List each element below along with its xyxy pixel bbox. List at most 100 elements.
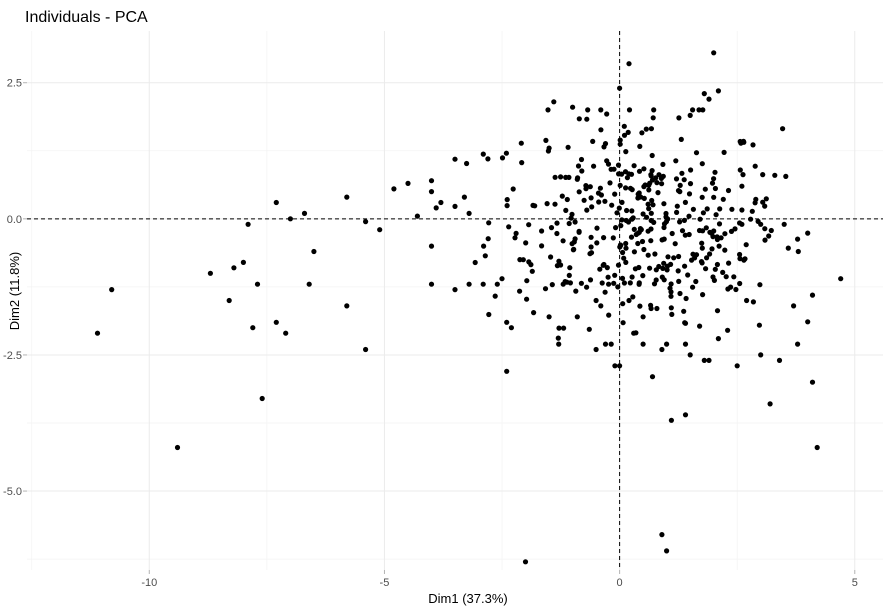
y-tick-label: 0.0 — [7, 214, 22, 226]
data-point — [578, 156, 585, 163]
data-point — [676, 278, 682, 284]
data-point — [701, 357, 707, 363]
data-point — [518, 140, 524, 146]
data-point — [758, 352, 764, 358]
data-point — [612, 191, 618, 197]
data-point — [668, 293, 674, 299]
data-point — [605, 274, 611, 280]
data-point — [631, 163, 637, 169]
data-point — [632, 266, 639, 272]
data-point — [452, 287, 458, 293]
data-point — [311, 248, 317, 255]
data-point — [640, 314, 646, 320]
data-point — [679, 228, 686, 234]
data-point — [363, 346, 369, 353]
data-point — [637, 303, 643, 309]
data-point — [647, 265, 653, 271]
data-point — [306, 281, 312, 287]
data-point — [628, 171, 635, 177]
data-point — [574, 314, 580, 320]
data-point — [599, 280, 605, 286]
data-point — [480, 281, 486, 287]
data-point — [676, 115, 682, 121]
data-point — [539, 228, 545, 234]
data-point — [668, 305, 674, 311]
data-point — [648, 126, 655, 132]
data-point — [526, 222, 532, 228]
data-point — [508, 325, 514, 331]
data-point — [619, 199, 625, 205]
data-point — [661, 201, 667, 207]
data-point — [543, 137, 549, 143]
data-point — [646, 187, 652, 193]
data-point — [660, 161, 666, 167]
data-point — [433, 205, 439, 211]
data-point — [624, 175, 631, 181]
data-point — [428, 243, 435, 249]
data-point — [675, 268, 681, 274]
data-point — [551, 99, 557, 105]
data-point — [588, 234, 594, 240]
data-point — [679, 170, 685, 176]
data-point — [652, 251, 658, 257]
data-point — [405, 180, 411, 186]
data-point — [659, 346, 665, 353]
data-point — [697, 216, 703, 222]
data-point — [686, 191, 693, 197]
data-point — [554, 263, 561, 269]
data-point — [838, 276, 844, 282]
data-point — [732, 226, 738, 232]
data-point — [664, 341, 670, 347]
data-point — [693, 150, 700, 156]
data-point — [664, 548, 670, 554]
data-point — [623, 149, 629, 155]
data-point — [575, 163, 582, 169]
data-point — [606, 312, 612, 318]
data-point — [589, 204, 595, 210]
data-point — [776, 357, 783, 363]
data-point — [428, 189, 435, 195]
data-point — [762, 226, 768, 232]
data-point — [545, 107, 551, 113]
data-point — [259, 395, 265, 402]
data-point — [621, 132, 628, 138]
data-point — [629, 208, 635, 214]
data-point — [554, 230, 560, 237]
data-point — [690, 284, 696, 290]
data-point — [649, 152, 655, 159]
data-point — [617, 137, 623, 143]
data-point — [566, 272, 572, 278]
data-point — [737, 280, 743, 287]
data-point — [428, 281, 435, 287]
data-point — [716, 221, 723, 227]
data-point — [656, 172, 662, 178]
data-point — [780, 126, 786, 132]
data-point — [627, 280, 633, 286]
data-point — [703, 225, 709, 231]
data-point — [805, 230, 811, 236]
data-point — [617, 182, 623, 188]
data-point — [645, 201, 651, 207]
data-point — [602, 289, 608, 295]
data-point — [697, 323, 703, 329]
data-point — [649, 197, 655, 204]
data-point — [661, 236, 667, 242]
data-point — [700, 228, 706, 234]
data-point — [584, 284, 590, 290]
data-point — [703, 266, 709, 272]
data-point — [756, 322, 763, 328]
data-point — [699, 260, 705, 266]
data-point — [673, 158, 679, 164]
data-point — [573, 288, 579, 294]
data-point — [588, 250, 595, 256]
data-point — [517, 288, 523, 294]
data-point — [659, 181, 665, 187]
data-point — [717, 206, 723, 212]
data-point — [711, 50, 717, 56]
data-point — [755, 218, 761, 224]
data-point — [602, 198, 608, 204]
data-point — [672, 241, 678, 247]
data-point — [706, 357, 712, 363]
data-point — [669, 311, 675, 317]
